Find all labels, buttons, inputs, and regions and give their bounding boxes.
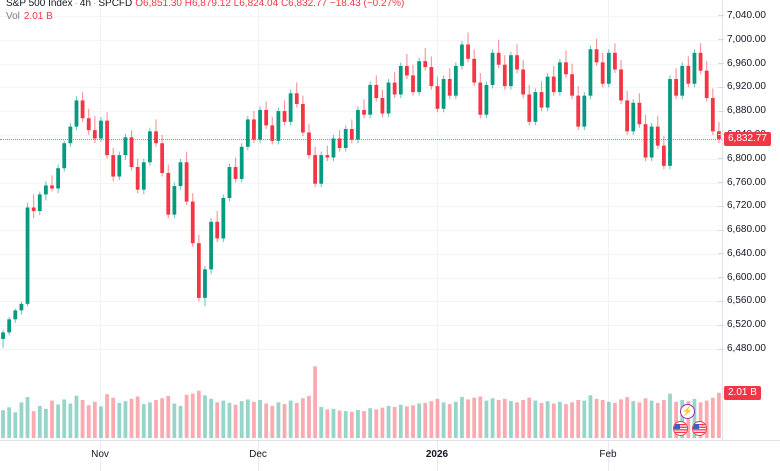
price-tick-mark xyxy=(718,110,724,112)
price-tick-label: 6,600.00 xyxy=(718,272,766,283)
time-tick-mark xyxy=(100,441,101,471)
price-tick-mark xyxy=(718,39,724,41)
price-tick-mark xyxy=(718,182,724,183)
chart-plot-area[interactable] xyxy=(0,0,722,440)
price-tick-mark xyxy=(718,158,724,160)
price-tick-label: 6,800.00 xyxy=(718,153,766,164)
price-tick-mark xyxy=(718,15,724,17)
price-tick-mark xyxy=(718,63,724,65)
price-tick-mark xyxy=(718,229,724,231)
time-tick-mark xyxy=(608,441,609,471)
price-tick-mark xyxy=(718,253,724,255)
us-flag-event-icon-1[interactable] xyxy=(673,421,688,436)
time-tick-label: Feb xyxy=(599,449,617,460)
time-scale[interactable]: Nov Dec 2026 Feb xyxy=(0,440,780,471)
time-tick-label: 2026 xyxy=(425,449,449,460)
time-tick-mark xyxy=(258,441,259,471)
price-tick-label: 7,040.00 xyxy=(718,10,766,21)
price-tick-label: 6,720.00 xyxy=(718,200,766,211)
price-tick-mark xyxy=(718,348,724,350)
price-tick-label: 6,760.00 xyxy=(718,177,766,188)
price-tick-mark xyxy=(718,205,724,207)
price-tick-label: 6,520.00 xyxy=(718,319,766,330)
price-tick-mark xyxy=(718,277,724,279)
price-tick-label: 7,000.00 xyxy=(718,34,766,45)
price-tick-mark xyxy=(718,300,724,302)
price-tick-mark xyxy=(718,324,724,326)
bolt-glyph: ⚡ xyxy=(681,406,694,416)
candlestick-series xyxy=(1,32,721,348)
last-price-badge[interactable]: 6,832.77 xyxy=(724,132,771,147)
price-tick-label: 6,560.00 xyxy=(718,295,766,306)
volume-series xyxy=(1,366,721,438)
price-tick-label: 6,640.00 xyxy=(718,248,766,259)
time-tick-label: Nov xyxy=(91,449,109,460)
price-tick-label: 6,920.00 xyxy=(718,81,766,92)
price-tick-label: 6,480.00 xyxy=(718,343,766,354)
price-tick-label: 6,680.00 xyxy=(718,224,766,235)
last-volume-badge[interactable]: 2.01 B xyxy=(724,385,761,400)
us-flag-icon xyxy=(674,424,687,433)
last-price-line xyxy=(0,139,722,140)
time-tick-label: Dec xyxy=(249,449,267,460)
us-flag-icon xyxy=(693,424,706,433)
price-tick-mark xyxy=(718,134,724,136)
time-tick-mark xyxy=(437,441,438,471)
price-tick-label: 6,960.00 xyxy=(718,58,766,69)
price-tick-label: 6,880.00 xyxy=(718,105,766,116)
chart-gridlines xyxy=(0,0,722,440)
us-flag-event-icon-2[interactable] xyxy=(692,421,707,436)
price-scale[interactable]: 7,040.00 7,000.00 6,960.00 6,920.00 6,880.00… xyxy=(718,0,780,440)
earnings-bolt-icon[interactable]: ⚡ xyxy=(680,404,695,419)
price-tick-mark xyxy=(718,86,724,88)
